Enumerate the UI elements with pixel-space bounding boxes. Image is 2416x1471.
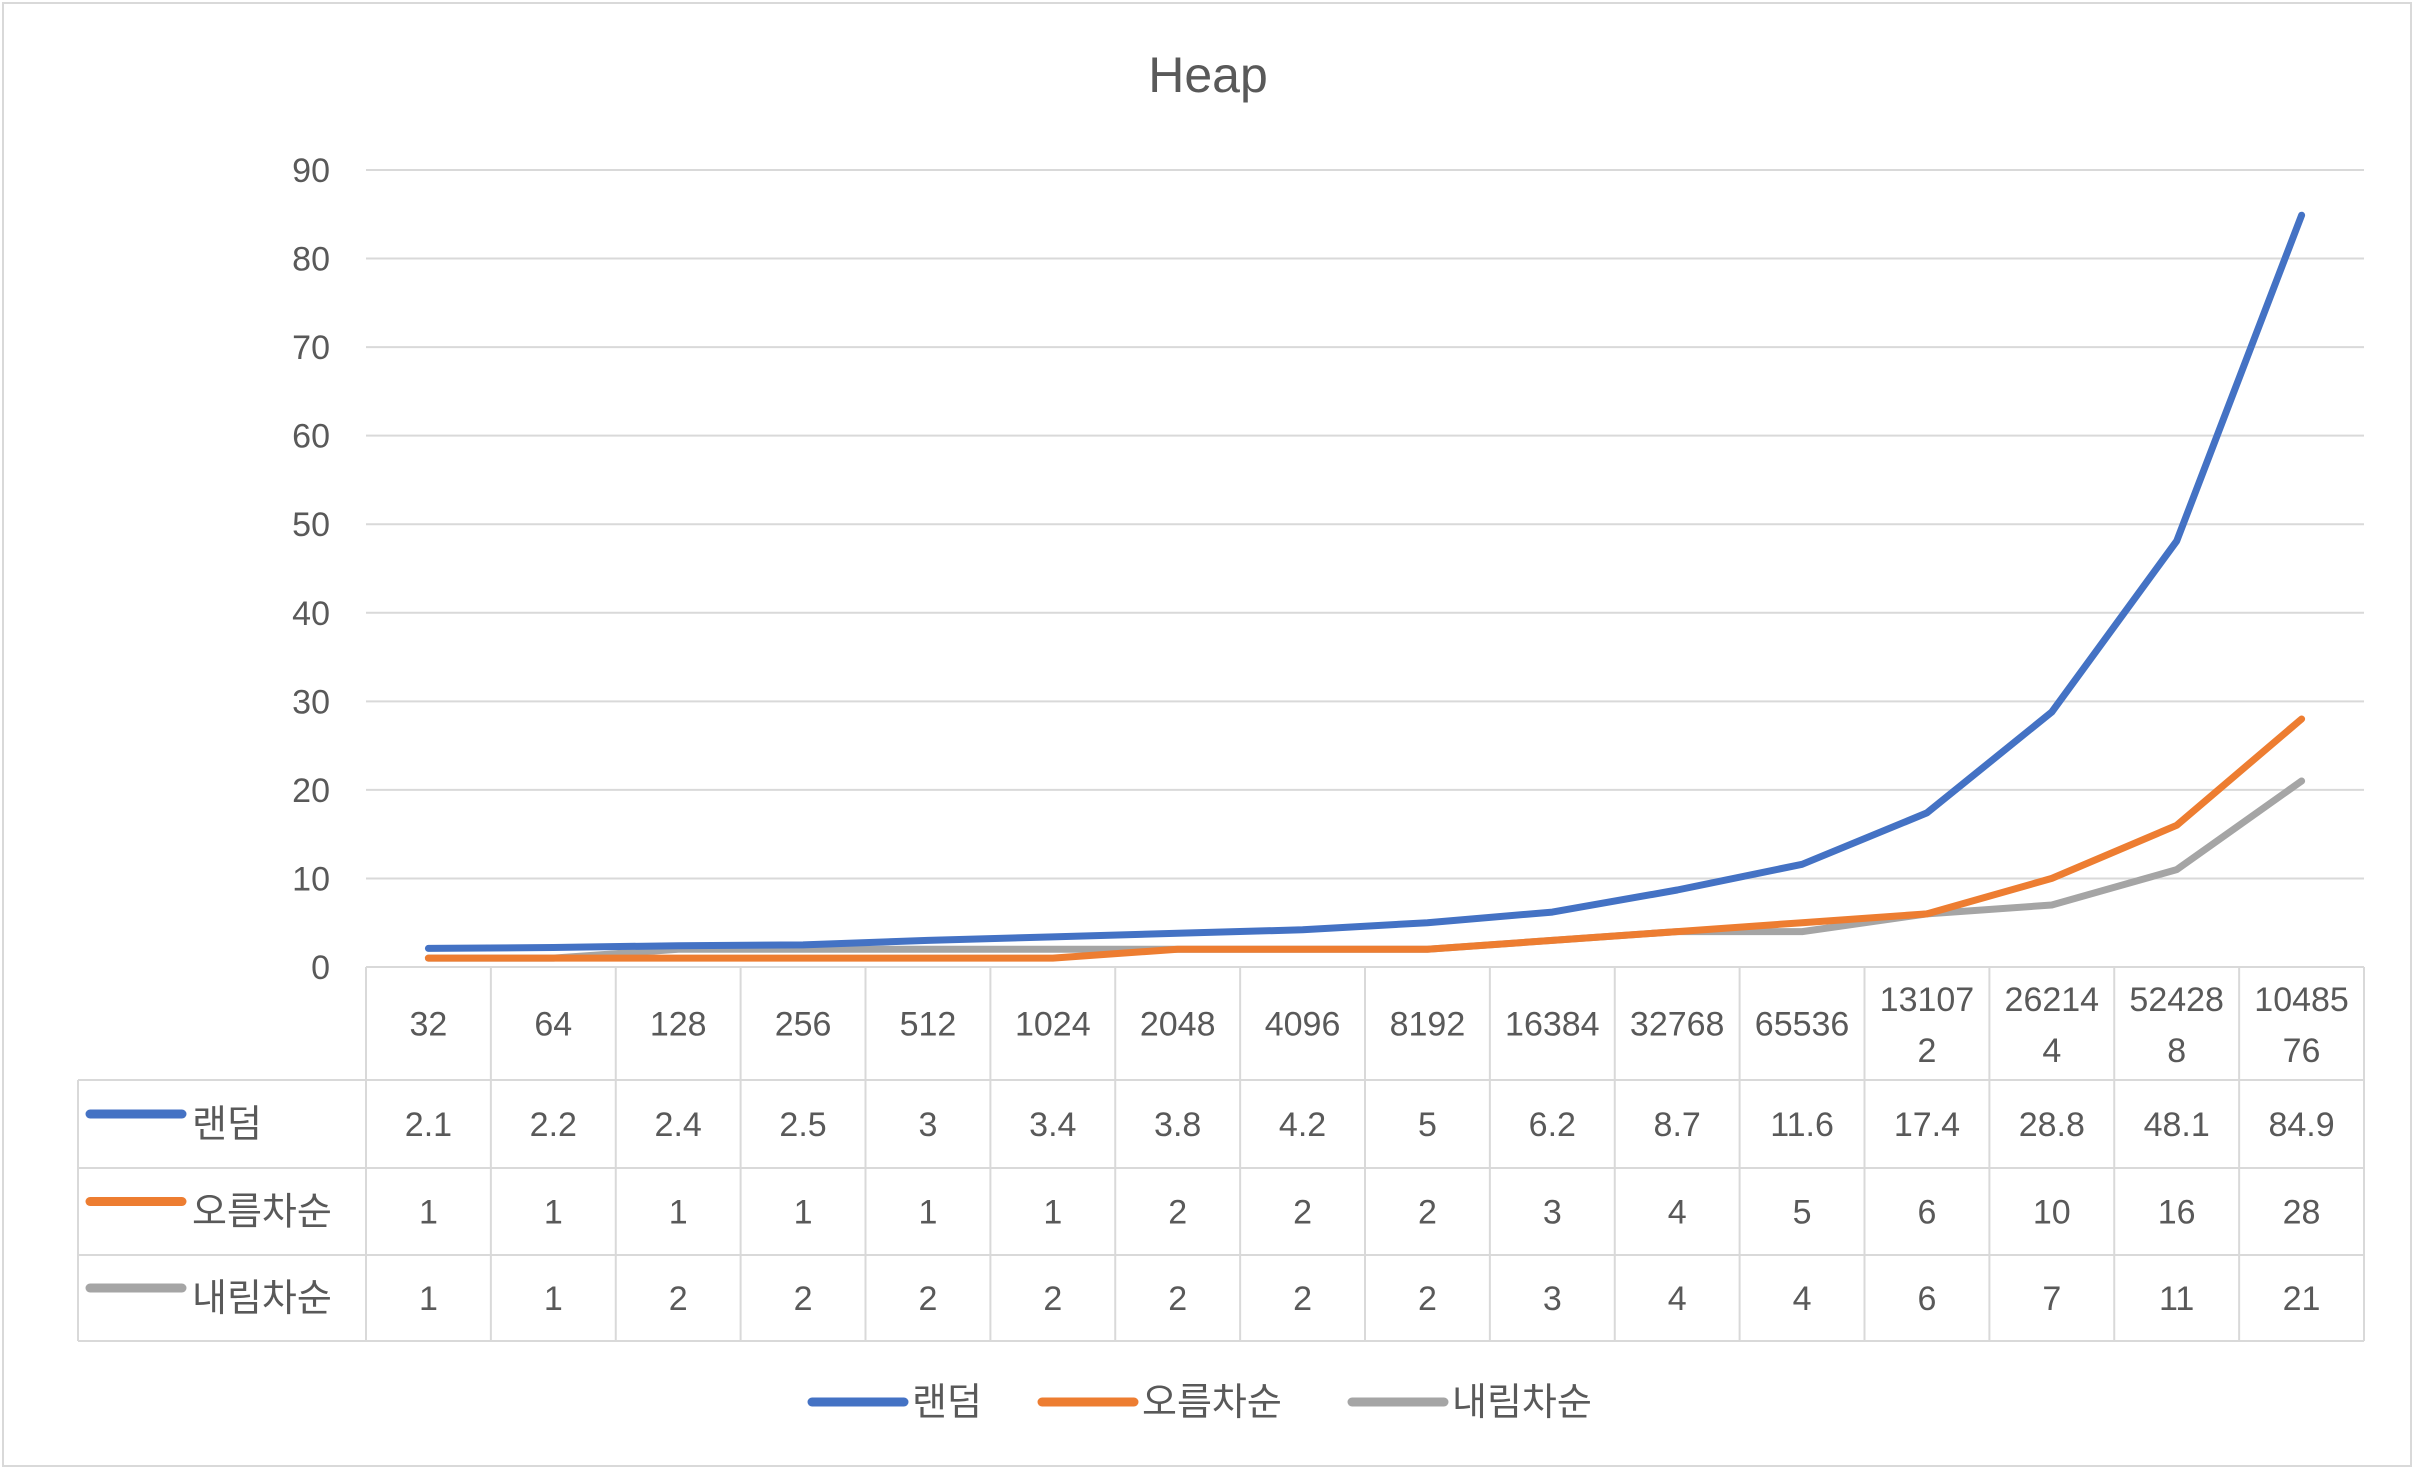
x-category-label: 64: [534, 1006, 572, 1044]
y-tick-label: 0: [311, 949, 330, 987]
data-table-grid: [77, 966, 2365, 1342]
table-cell-value: 1: [544, 1194, 563, 1232]
table-cell-value: 1: [544, 1280, 563, 1318]
y-tick-label: 90: [292, 152, 330, 190]
table-cell-value: 6: [1917, 1194, 1936, 1232]
table-cell-value: 21: [2283, 1280, 2321, 1318]
table-cell-value: 2: [1418, 1194, 1437, 1232]
x-category-label: 128: [650, 1006, 707, 1044]
legend-label: 내림차순: [1452, 1382, 1592, 1424]
table-cell-value: 4: [1793, 1280, 1812, 1318]
table-cell-value: 3: [918, 1106, 937, 1144]
table-cell-value: 48.1: [2144, 1106, 2210, 1144]
table-cell-value: 2: [1293, 1194, 1312, 1232]
x-category-label: 2: [1917, 1032, 1936, 1070]
x-category-label: 32768: [1630, 1006, 1725, 1044]
table-cell-value: 1: [794, 1194, 813, 1232]
table-cell-value: 1: [419, 1194, 438, 1232]
y-axis-tick-labels: 0 10 20 30 40 50 60 70 80 90: [292, 152, 330, 987]
x-category-label: 4: [2042, 1032, 2061, 1070]
table-cell-value: 28: [2283, 1194, 2321, 1232]
x-category-label: 65536: [1755, 1006, 1850, 1044]
table-cell-value: 11.6: [1770, 1106, 1834, 1144]
x-category-label: 10485: [2254, 981, 2349, 1019]
table-cell-value: 2.5: [779, 1106, 826, 1144]
table-cell-value: 2.1: [405, 1106, 452, 1144]
series-line: [424, 211, 2306, 952]
x-category-label: 32: [410, 1006, 448, 1044]
table-cell-value: 10: [2033, 1194, 2071, 1232]
table-cell-value: 2: [669, 1280, 688, 1318]
table-cell-value: 2: [1293, 1280, 1312, 1318]
row-header-label: 오름차순: [192, 1192, 332, 1234]
table-cell-value: 5: [1793, 1194, 1812, 1232]
table-cell-value: 4.2: [1279, 1106, 1326, 1144]
y-tick-label: 40: [292, 595, 330, 633]
table-cell-value: 1: [419, 1280, 438, 1318]
table-cell-value: 17.4: [1894, 1106, 1960, 1144]
row-header-label: 내림차순: [192, 1278, 332, 1320]
table-cell-value: 2: [794, 1280, 813, 1318]
legend-label: 오름차순: [1142, 1382, 1282, 1424]
table-cell-value: 1: [1043, 1194, 1062, 1232]
table-cell-value: 1: [918, 1194, 937, 1232]
table-cell-value: 6: [1917, 1280, 1936, 1318]
x-axis-category-labels: 32 64 128 256 512 1024 2048 4096 8192 16384 32768 6…: [410, 981, 2349, 1070]
table-cell-value: 7: [2042, 1280, 2061, 1318]
table-cell-value: 2: [918, 1280, 937, 1318]
table-cell-value: 3.8: [1154, 1106, 1201, 1144]
table-cell-value: 16: [2158, 1194, 2196, 1232]
table-cell-value: 3.4: [1029, 1106, 1076, 1144]
y-tick-label: 10: [292, 860, 330, 898]
x-category-label: 8: [2167, 1032, 2186, 1070]
table-cell-value: 8.7: [1654, 1106, 1701, 1144]
table-cell-value: 1: [669, 1194, 688, 1232]
legend: 랜덤 오름차순 내림차순: [807, 1382, 1592, 1424]
table-cell-value: 2.4: [655, 1106, 702, 1144]
x-category-label: 26214: [2005, 981, 2100, 1019]
data-table-cells: 2.1 2.2 2.4 2.5 3 3.4 3.8 4.2 5 6.2 8.7 11.6 17.4 28.…: [405, 1106, 2335, 1318]
x-category-label: 16384: [1505, 1006, 1600, 1044]
y-tick-label: 50: [292, 506, 330, 544]
x-category-label: 52428: [2129, 981, 2224, 1019]
table-cell-value: 5: [1418, 1106, 1437, 1144]
table-cell-value: 2: [1168, 1194, 1187, 1232]
y-tick-label: 70: [292, 329, 330, 367]
gridlines: [366, 169, 2364, 880]
series-lines: [424, 211, 2306, 962]
table-cell-value: 84.9: [2268, 1106, 2334, 1144]
y-tick-label: 80: [292, 241, 330, 279]
y-tick-label: 30: [292, 683, 330, 721]
x-category-label: 512: [900, 1006, 957, 1044]
table-cell-value: 4: [1668, 1280, 1687, 1318]
legend-label: 랜덤: [912, 1382, 982, 1424]
table-cell-value: 4: [1668, 1194, 1687, 1232]
table-cell-value: 2: [1168, 1280, 1187, 1318]
table-cell-value: 6.2: [1529, 1106, 1576, 1144]
x-category-label: 8192: [1390, 1006, 1466, 1044]
row-header-label: 랜덤: [192, 1104, 262, 1146]
table-cell-value: 3: [1543, 1194, 1562, 1232]
series-line: [424, 715, 2306, 962]
x-category-label: 1024: [1015, 1006, 1091, 1044]
x-category-label: 4096: [1265, 1006, 1341, 1044]
table-cell-value: 3: [1543, 1280, 1562, 1318]
x-category-label: 13107: [1880, 981, 1975, 1019]
table-cell-value: 2: [1418, 1280, 1437, 1318]
chart-title: Heap: [1148, 47, 1268, 103]
x-category-label: 76: [2283, 1032, 2321, 1070]
y-tick-label: 20: [292, 772, 330, 810]
table-cell-value: 2: [1043, 1280, 1062, 1318]
table-cell-value: 11: [2159, 1280, 2194, 1318]
table-cell-value: 28.8: [2019, 1106, 2085, 1144]
x-category-label: 256: [775, 1006, 832, 1044]
series-line: [424, 777, 2306, 962]
x-category-label: 2048: [1140, 1006, 1216, 1044]
table-cell-value: 2.2: [530, 1106, 577, 1144]
y-tick-label: 60: [292, 418, 330, 456]
